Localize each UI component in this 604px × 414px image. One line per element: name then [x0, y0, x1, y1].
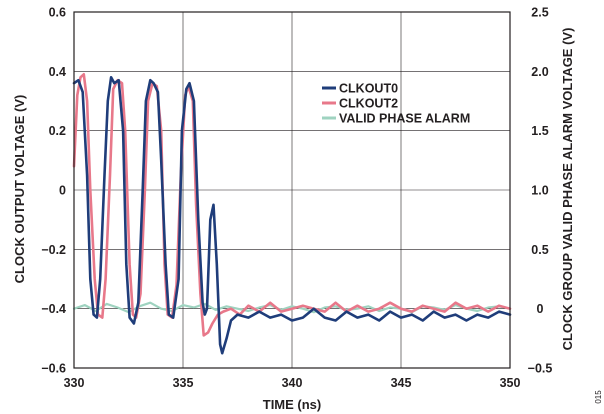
y2-axis-title: CLOCK GROUP VALID PHASE ALARM VOLTAGE (V…	[560, 28, 575, 351]
x-tick-label: 335	[173, 376, 194, 390]
y2-tick-label: 0.5	[531, 243, 548, 257]
y-tick-label: −0.4	[41, 302, 66, 316]
x-axis-title: TIME (ns)	[263, 397, 322, 412]
series-line-clkout2	[72, 73, 512, 337]
series-line-valid-phase-alarm	[72, 301, 512, 314]
figure-id: 015	[594, 390, 603, 404]
y-tick-label: −0.2	[41, 243, 66, 257]
tick-labels: 330 335 340 345 350 −0.6 −0.4 −0.2 0 0.2 0.4 0.6 −0.…	[41, 6, 552, 391]
grid	[74, 12, 510, 368]
y-tick-label: 0	[59, 184, 66, 198]
plot-frame	[73, 11, 511, 369]
legend-label: VALID PHASE ALARM	[339, 112, 470, 126]
y-axis-title: CLOCK OUTPUT VOLTAGE (V)	[12, 95, 27, 284]
legend-label: CLKOUT0	[339, 82, 398, 96]
x-tick-label: 345	[391, 376, 412, 390]
y2-tick-label: 1.5	[531, 124, 548, 138]
x-tick-label: 350	[500, 376, 521, 390]
legend-label: CLKOUT2	[339, 97, 398, 111]
x-tick-label: 330	[64, 376, 85, 390]
x-tick-label: 340	[282, 376, 303, 390]
y-tick-label: −0.6	[41, 362, 66, 376]
series-line-clkout0	[72, 76, 512, 355]
y-tick-label: 0.4	[49, 65, 66, 79]
y2-tick-label: 1.0	[531, 184, 548, 198]
series-lines	[72, 73, 512, 355]
y2-tick-label: −0.5	[528, 362, 553, 376]
y2-tick-label: 2.5	[531, 6, 548, 20]
y2-tick-label: 2.0	[531, 65, 548, 79]
y-tick-label: 0.6	[49, 6, 66, 20]
y-tick-label: 0.2	[49, 124, 66, 138]
y2-tick-label: 0	[537, 302, 544, 316]
